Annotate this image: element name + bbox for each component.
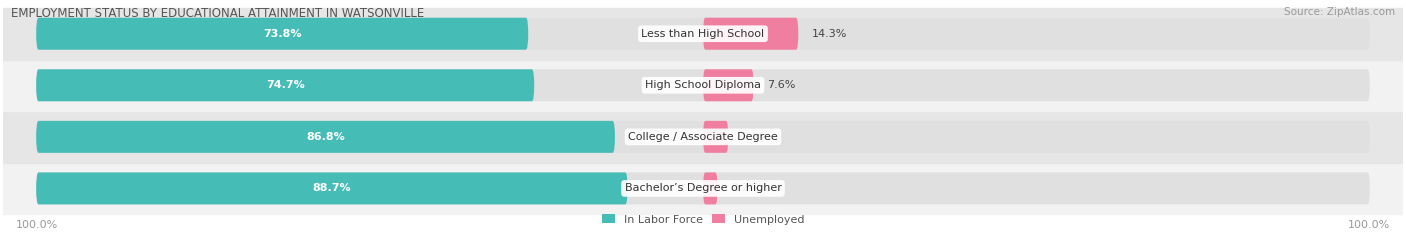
Bar bbox=[3, 59, 1403, 111]
FancyBboxPatch shape bbox=[703, 121, 728, 153]
FancyBboxPatch shape bbox=[703, 69, 754, 101]
Bar bbox=[3, 8, 1403, 59]
Text: 100.0%: 100.0% bbox=[15, 220, 59, 230]
Legend: In Labor Force, Unemployed: In Labor Force, Unemployed bbox=[602, 214, 804, 225]
Text: 14.3%: 14.3% bbox=[811, 29, 846, 39]
Text: 73.8%: 73.8% bbox=[263, 29, 301, 39]
FancyBboxPatch shape bbox=[37, 18, 1369, 50]
Text: High School Diploma: High School Diploma bbox=[645, 80, 761, 90]
Text: 88.7%: 88.7% bbox=[312, 183, 352, 193]
FancyBboxPatch shape bbox=[37, 69, 1369, 101]
Text: 3.8%: 3.8% bbox=[742, 132, 770, 142]
FancyBboxPatch shape bbox=[37, 172, 1369, 204]
Text: 7.6%: 7.6% bbox=[768, 80, 796, 90]
Text: 86.8%: 86.8% bbox=[307, 132, 344, 142]
Text: EMPLOYMENT STATUS BY EDUCATIONAL ATTAINMENT IN WATSONVILLE: EMPLOYMENT STATUS BY EDUCATIONAL ATTAINM… bbox=[11, 7, 425, 20]
Text: 2.2%: 2.2% bbox=[731, 183, 759, 193]
FancyBboxPatch shape bbox=[703, 18, 799, 50]
FancyBboxPatch shape bbox=[37, 121, 1369, 153]
Text: College / Associate Degree: College / Associate Degree bbox=[628, 132, 778, 142]
Text: 100.0%: 100.0% bbox=[1347, 220, 1391, 230]
Bar bbox=[3, 163, 1403, 214]
Bar bbox=[3, 111, 1403, 163]
FancyBboxPatch shape bbox=[703, 172, 717, 204]
FancyBboxPatch shape bbox=[37, 121, 614, 153]
Text: 74.7%: 74.7% bbox=[266, 80, 305, 90]
Text: Bachelor’s Degree or higher: Bachelor’s Degree or higher bbox=[624, 183, 782, 193]
Text: Less than High School: Less than High School bbox=[641, 29, 765, 39]
Text: Source: ZipAtlas.com: Source: ZipAtlas.com bbox=[1284, 7, 1395, 17]
FancyBboxPatch shape bbox=[37, 172, 627, 204]
FancyBboxPatch shape bbox=[37, 69, 534, 101]
FancyBboxPatch shape bbox=[37, 18, 529, 50]
